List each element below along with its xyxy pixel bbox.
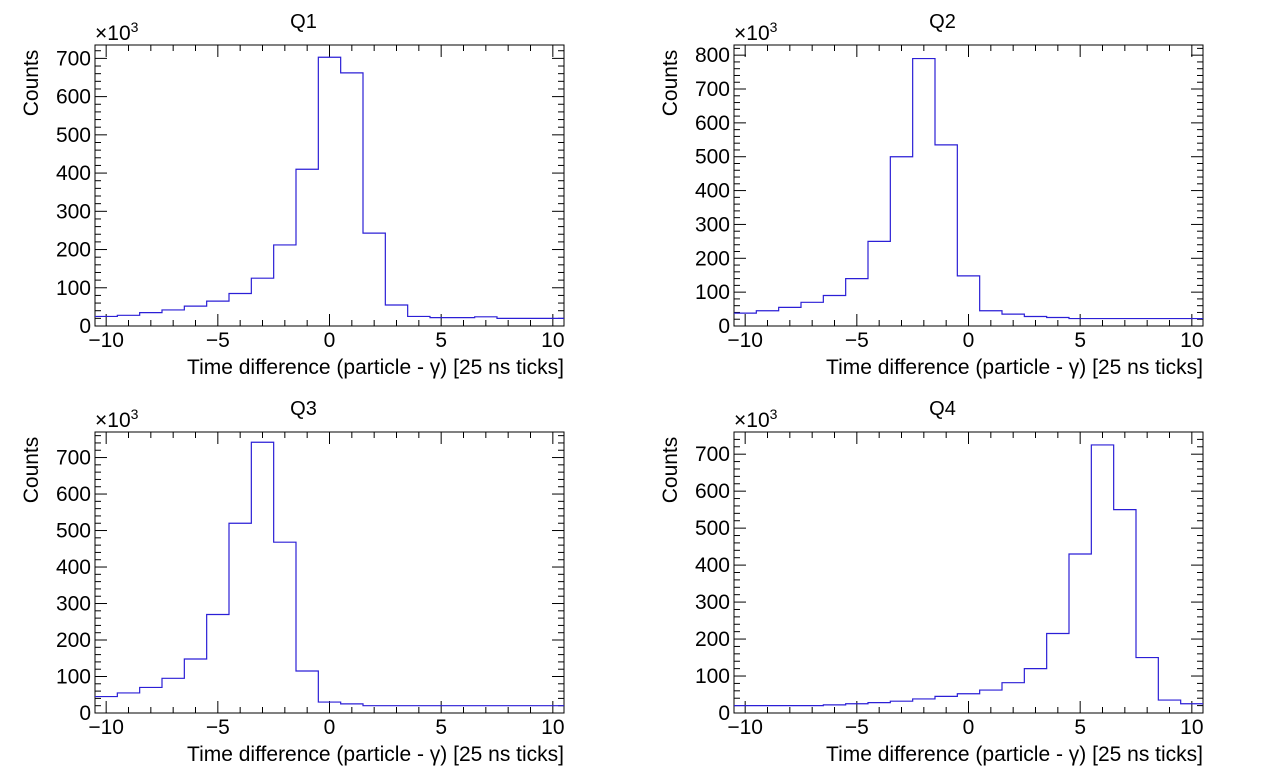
x-tick-label: −5 [845,329,869,352]
y-tick-label: 300 [56,200,91,223]
y-tick-label: 100 [695,665,730,688]
y-tick-label: 700 [56,47,91,70]
y-tick-label: 400 [695,554,730,577]
x-tick-label: 10 [1180,329,1203,352]
y-tick-label: 400 [56,162,91,185]
x-tick-label: −10 [727,329,763,352]
x-tick-label: 5 [1074,716,1086,739]
x-tick-label: 5 [435,716,447,739]
y-multiplier: ×103 [95,19,139,45]
panel-title: Q1 [290,11,317,33]
x-tick-label: 10 [1180,716,1203,739]
y-tick-label: 0 [79,315,91,338]
y-tick-label: 700 [56,447,91,470]
y-tick-label: 300 [695,213,730,236]
x-tick-label: −5 [206,716,230,739]
y-tick-label: 800 [695,44,730,67]
panel-title: Q3 [290,398,317,420]
plot-frame [94,431,565,714]
y-tick-label: 700 [695,443,730,466]
panel-title: Q4 [929,398,956,420]
y-tick-label: 100 [695,281,730,304]
y-tick-label: 400 [56,556,91,579]
y-tick-label: 300 [695,591,730,614]
x-tick-label: 10 [541,329,564,352]
x-tick-label: 10 [541,716,564,739]
x-tick-label: 0 [963,716,975,739]
y-tick-label: 400 [695,180,730,203]
x-tick-label: 0 [963,329,975,352]
x-tick-label: 0 [324,716,336,739]
x-tick-label: −10 [88,716,124,739]
x-tick-label: 0 [324,329,336,352]
y-tick-label: 600 [695,480,730,503]
x-tick-label: 5 [435,329,447,352]
histogram-series [734,444,1203,707]
x-axis-label: Time difference (particle - γ) [25 ns ti… [187,356,564,379]
y-tick-label: 600 [56,86,91,109]
y-tick-label: 600 [56,483,91,506]
y-multiplier: ×103 [734,406,778,432]
y-tick-label: 0 [718,702,730,725]
y-tick-label: 100 [56,666,91,689]
y-tick-label: 100 [56,277,91,300]
y-axis-label: Counts [659,437,682,504]
x-axis-label: Time difference (particle - γ) [25 ns ti… [826,356,1203,379]
histogram-series [95,441,564,707]
x-tick-label: −5 [845,716,869,739]
panel-title: Q2 [929,11,956,33]
x-tick-label: −5 [206,329,230,352]
y-tick-label: 200 [56,239,91,262]
y-tick-label: 200 [695,628,730,651]
y-tick-label: 500 [56,124,91,147]
y-tick-label: 200 [695,247,730,270]
plot-frame [94,44,565,327]
y-axis-label: Counts [20,50,43,117]
y-tick-label: 500 [695,517,730,540]
histogram-series [95,56,564,319]
y-tick-label: 0 [79,702,91,725]
y-tick-label: 600 [695,112,730,135]
y-multiplier: ×103 [734,19,778,45]
y-tick-label: 500 [695,146,730,169]
x-axis-label: Time difference (particle - γ) [25 ns ti… [187,743,564,766]
y-tick-label: 0 [718,315,730,338]
y-axis-label: Counts [659,50,682,117]
y-multiplier: ×103 [95,406,139,432]
plot-frame [733,44,1204,327]
plot-frame [733,431,1204,714]
x-tick-label: −10 [727,716,763,739]
histogram-series [734,57,1203,320]
x-tick-label: 5 [1074,329,1086,352]
y-tick-label: 500 [56,520,91,543]
y-tick-label: 300 [56,593,91,616]
y-tick-label: 200 [56,629,91,652]
y-axis-label: Counts [20,437,43,504]
x-tick-label: −10 [88,329,124,352]
x-axis-label: Time difference (particle - γ) [25 ns ti… [826,743,1203,766]
y-tick-label: 700 [695,78,730,101]
